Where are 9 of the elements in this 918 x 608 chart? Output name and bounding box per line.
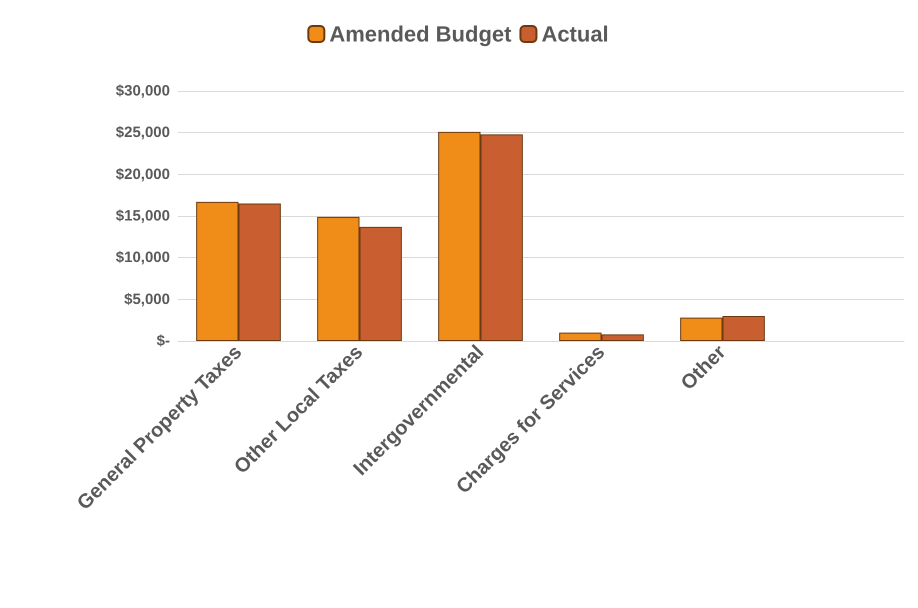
y-tick-label: $20,000 bbox=[116, 166, 170, 183]
y-tick-label: $25,000 bbox=[116, 124, 170, 142]
y-tick-label: $- bbox=[156, 332, 170, 350]
legend-label: Actual bbox=[541, 22, 609, 46]
legend-label: Amended Budget bbox=[329, 22, 512, 46]
y-tick-label: $5,000 bbox=[124, 290, 170, 308]
y-tick-label: $10,000 bbox=[116, 249, 170, 266]
y-tick-label: $30,000 bbox=[116, 82, 170, 100]
y-tick-label: $15,000 bbox=[116, 208, 170, 224]
